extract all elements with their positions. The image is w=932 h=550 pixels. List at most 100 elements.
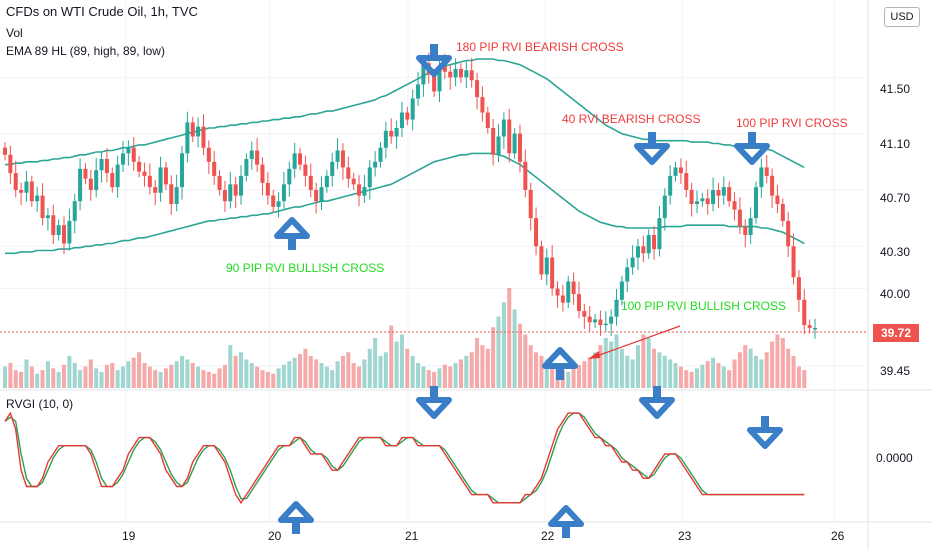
candle-body — [142, 171, 147, 176]
volume-bar — [24, 359, 29, 388]
candle-body — [201, 126, 206, 148]
volume-bar — [126, 361, 131, 388]
rvgi-line — [4, 411, 805, 505]
candle-body — [319, 187, 324, 202]
candle-body — [603, 323, 608, 326]
price-tick: 40.30 — [880, 245, 910, 259]
volume-bar — [88, 359, 93, 388]
candle-body — [442, 66, 447, 72]
candle-body — [340, 150, 345, 168]
volume-bar — [496, 316, 501, 388]
volume-bar — [8, 363, 13, 388]
volume-bar — [308, 355, 313, 388]
candle-body — [335, 150, 340, 162]
candle-body — [485, 112, 490, 129]
volume-bar — [609, 341, 614, 388]
price-axis[interactable]: 41.50 41.10 40.70 40.30 40.00 39.45 0.00… — [876, 82, 913, 465]
candle-body — [222, 189, 227, 202]
volume-bar — [802, 370, 807, 388]
annotation-180-bearish: 180 PIP RVI BEARISH CROSS — [456, 40, 624, 54]
volume-bar — [410, 355, 415, 388]
volume-bar — [743, 345, 748, 388]
volume-bar — [51, 368, 56, 388]
candle-body — [131, 147, 136, 162]
candle-body — [491, 128, 496, 155]
candle-body — [121, 153, 126, 165]
annotations: 180 PIP RVI BEARISH CROSS 40 RVI BEARISH… — [226, 40, 848, 313]
candle-body — [780, 204, 785, 221]
price-tick: 41.50 — [880, 82, 910, 96]
volume-bar — [94, 368, 99, 388]
candle-body — [314, 189, 319, 202]
candle-body — [206, 147, 211, 162]
candle-body — [24, 181, 29, 193]
volume-bar — [260, 370, 265, 388]
candle-body — [721, 187, 726, 196]
volume-bar — [19, 371, 24, 388]
volume-bar — [163, 368, 168, 388]
volume-bar — [491, 327, 496, 388]
candle-body — [126, 147, 131, 154]
volume-legend: Vol — [6, 26, 23, 40]
candle-body — [796, 277, 801, 300]
candle-body — [378, 147, 383, 162]
candle-body — [421, 63, 426, 85]
volume-bar — [190, 363, 195, 388]
volume-bar — [694, 368, 699, 388]
currency-button[interactable]: USD — [884, 7, 920, 27]
candle-body — [571, 281, 576, 295]
candle-body — [233, 184, 238, 196]
candle-body — [791, 246, 796, 278]
volume-bar — [603, 338, 608, 388]
candle-body — [8, 154, 13, 174]
candle-body — [308, 175, 313, 190]
volume-bar — [421, 366, 426, 388]
candle-body — [362, 187, 367, 196]
annotation-90-bullish: 90 PIP RVI BULLISH CROSS — [226, 261, 384, 275]
volume-bar — [582, 361, 587, 388]
arrow-down-icon — [747, 416, 783, 449]
volume-bar — [276, 368, 281, 388]
candle-body — [539, 246, 544, 275]
time-tick: 20 — [268, 529, 282, 543]
volume-bar — [689, 371, 694, 388]
osc-tick: 0.0000 — [876, 451, 913, 465]
arrow-up-icon — [542, 347, 578, 380]
volume-bar — [475, 338, 480, 388]
volume-bar — [78, 370, 83, 388]
volume-bar — [115, 370, 120, 388]
candle-body — [367, 167, 372, 188]
candle-body — [587, 316, 592, 323]
candle-body — [609, 316, 614, 324]
candle-body — [357, 184, 362, 196]
price-tick: 41.10 — [880, 137, 910, 151]
time-axis[interactable]: 19 20 21 22 23 26 — [122, 529, 845, 543]
candle-body — [555, 288, 560, 296]
volume-bar — [711, 357, 716, 388]
candle-body — [56, 225, 61, 236]
volume-bar — [244, 359, 249, 388]
candle-body — [399, 112, 404, 129]
volume-bar — [153, 370, 158, 388]
candle-body — [550, 257, 555, 289]
volume-bar — [394, 341, 399, 388]
candle-body — [29, 181, 34, 202]
candle-body — [694, 201, 699, 205]
candle-body — [94, 170, 99, 190]
volume-bar — [212, 373, 217, 388]
volume-bar — [324, 366, 329, 388]
ema-lines — [5, 58, 805, 255]
volume-bar — [566, 371, 571, 388]
price-tick: 39.45 — [880, 364, 910, 378]
candle-body — [753, 187, 759, 219]
volume-bar — [587, 357, 592, 388]
volume-bar — [426, 370, 431, 388]
arrow-down-icon — [734, 132, 770, 165]
candle-body — [137, 161, 142, 172]
arrow-up-icon — [274, 217, 310, 250]
candle-body — [458, 68, 463, 78]
ema-high-line — [5, 58, 805, 169]
candle-body — [496, 136, 501, 155]
volume-bar — [169, 364, 174, 388]
